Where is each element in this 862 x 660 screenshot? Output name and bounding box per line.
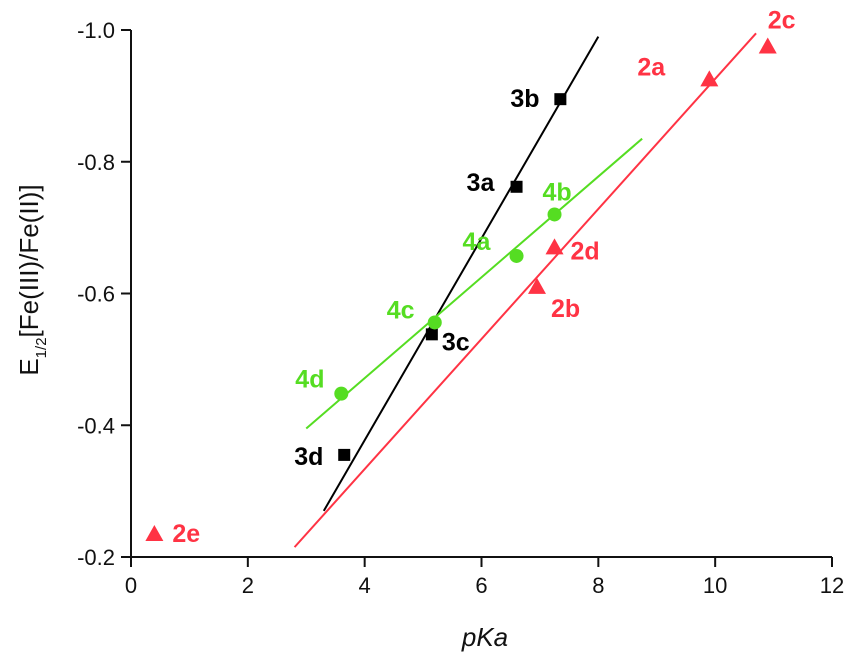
data-point-3c: [425, 328, 438, 341]
x-ticks: 0 2 4 6 8 10 12: [125, 557, 844, 598]
y-tick-label-1: -0.4: [77, 413, 115, 438]
x-tick-label-3: 6: [475, 573, 487, 598]
data-point-4a: [509, 248, 524, 263]
point-label-4d: 4d: [295, 366, 324, 394]
x-tick-label-0: 0: [125, 573, 137, 598]
x-axis-title: pKa: [461, 622, 508, 652]
point-label-4b: 4b: [543, 178, 572, 206]
x-tick-label-6: 12: [820, 573, 844, 598]
data-point-2d: [545, 238, 564, 255]
point-label-3d: 3d: [294, 443, 323, 471]
fit-line-1: [322, 36, 600, 512]
point-label-2c: 2c: [768, 6, 796, 34]
y-axis-title-subscript: 1/2: [33, 337, 50, 358]
data-point-2c: [758, 37, 777, 54]
axes: 0 2 4 6 8 10 12 -0.2 -0.4 -0.6 -0.8 -1.0: [77, 18, 844, 598]
data-points: [145, 37, 777, 541]
point-label-4a: 4a: [463, 228, 492, 256]
data-point-2e: [145, 524, 164, 541]
y-tick-label-2: -0.6: [77, 282, 115, 307]
point-label-2b: 2b: [551, 295, 580, 323]
fit-line-2: [305, 137, 643, 430]
x-tick-label-2: 4: [359, 573, 371, 598]
point-label-4c: 4c: [387, 296, 415, 324]
point-labels: 2a 2b 2c 2d 2e 3a 3b 3c 3d 4a 4b 4c 4d: [172, 6, 795, 547]
data-point-3b: [554, 93, 567, 106]
data-point-3a: [510, 180, 523, 193]
y-tick-label-4: -1.0: [77, 18, 115, 43]
point-label-3c: 3c: [442, 328, 470, 356]
data-point-4c: [427, 315, 442, 330]
point-label-3b: 3b: [510, 85, 539, 113]
y-axis-title-prefix: E: [14, 358, 44, 375]
point-label-2d: 2d: [571, 237, 600, 265]
x-tick-label-5: 10: [703, 573, 727, 598]
point-label-3a: 3a: [467, 169, 496, 197]
x-tick-label-4: 8: [592, 573, 604, 598]
fit-line-0: [293, 32, 757, 548]
data-point-4d: [334, 386, 349, 401]
y-axis-title: E1/2[Fe(III)/Fe(II)]: [14, 184, 50, 375]
point-label-2e: 2e: [172, 520, 200, 548]
point-label-2a: 2a: [637, 53, 666, 81]
y-tick-label-0: -0.2: [77, 545, 115, 570]
x-tick-label-1: 2: [242, 573, 254, 598]
y-tick-label-3: -0.8: [77, 150, 115, 175]
y-axis-title-suffix: [Fe(III)/Fe(II)]: [14, 184, 44, 337]
y-ticks: -0.2 -0.4 -0.6 -0.8 -1.0: [77, 18, 131, 570]
data-point-3d: [338, 448, 351, 461]
data-point-2a: [700, 70, 719, 87]
data-point-4b: [547, 207, 562, 222]
data-point-2b: [527, 277, 546, 294]
fit-lines: [293, 32, 757, 548]
